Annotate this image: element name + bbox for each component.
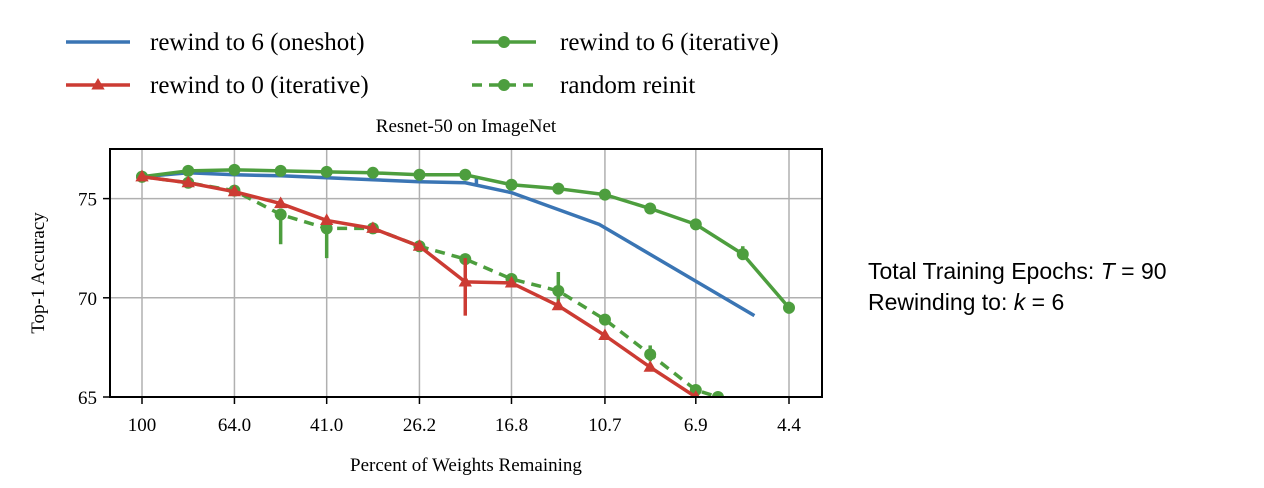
series-layer — [135, 163, 795, 397]
plot-frame — [109, 148, 823, 398]
training-epochs-line: Total Training Epochs: T = 90 — [868, 256, 1167, 287]
data-point — [551, 298, 565, 311]
data-point — [598, 313, 611, 326]
legend-marker — [91, 78, 105, 90]
data-point — [504, 275, 519, 288]
x-tick-label: 100 — [128, 415, 157, 436]
data-point — [274, 196, 288, 209]
data-point — [505, 178, 518, 191]
x-tick-label: 4.4 — [777, 415, 801, 436]
training-epochs-var: T — [1100, 258, 1115, 284]
data-point — [644, 202, 657, 215]
legend-marker — [498, 36, 510, 48]
data-point — [711, 391, 724, 397]
data-point — [459, 168, 472, 181]
legend-label: rewind to 6 (oneshot) — [150, 29, 365, 56]
rewinding-suffix: = 6 — [1025, 289, 1065, 315]
x-axis-ticks: 100 64.0 41.0 26.2 16.8 10.7 6.9 4.4 — [128, 397, 801, 436]
chart-title: Resnet-50 on ImageNet — [376, 116, 557, 137]
training-info: Total Training Epochs: T = 90 Rewinding … — [868, 256, 1167, 318]
x-tick-label: 10.7 — [588, 415, 621, 436]
data-point — [598, 188, 611, 201]
series-rewind-to-0-iterative — [135, 169, 700, 397]
legend-item-rewind-to-6-oneshot: rewind to 6 (oneshot) — [66, 29, 365, 56]
rewinding-var: k — [1013, 289, 1026, 315]
data-point — [320, 165, 333, 178]
y-axis-label: Top-1 Accuracy — [28, 212, 49, 334]
data-point — [552, 284, 565, 297]
data-point — [320, 222, 333, 235]
y-tick-label: 75 — [78, 190, 97, 211]
y-tick-label: 70 — [78, 289, 97, 310]
data-point — [552, 182, 565, 195]
y-axis-ticks: 65 70 75 — [78, 190, 110, 409]
legend: rewind to 6 (oneshot) rewind to 0 (iterat… — [66, 29, 779, 99]
legend-item-rewind-to-0-iterative: rewind to 0 (iterative) — [66, 72, 369, 99]
data-point — [274, 208, 287, 221]
x-tick-label: 64.0 — [218, 415, 251, 436]
series-line — [141, 171, 756, 318]
data-point — [228, 163, 241, 176]
x-axis-label: Percent of Weights Remaining — [350, 455, 582, 476]
data-point — [366, 166, 379, 179]
x-tick-label: 26.2 — [403, 415, 436, 436]
series-rewind-to-6-oneshot — [141, 171, 756, 318]
data-point — [458, 274, 472, 287]
rewinding-line: Rewinding to: k = 6 — [868, 287, 1167, 318]
training-epochs-prefix: Total Training Epochs: — [868, 258, 1101, 284]
data-point — [644, 348, 657, 361]
data-point — [783, 301, 795, 314]
data-point — [643, 360, 657, 372]
data-point — [691, 390, 700, 397]
x-tick-label: 16.8 — [495, 415, 528, 436]
data-point — [135, 169, 149, 182]
y-tick-label: 65 — [78, 388, 97, 409]
legend-item-rewind-to-6-iterative: rewind to 6 (iterative) — [472, 29, 779, 56]
x-tick-label: 6.9 — [684, 415, 708, 436]
data-point — [182, 164, 195, 177]
training-epochs-suffix: = 90 — [1114, 258, 1167, 284]
x-tick-label: 41.0 — [310, 415, 343, 436]
data-point — [412, 239, 427, 251]
plot-area: 100 64.0 41.0 26.2 16.8 10.7 6.9 4.4 65 70 75 — [78, 148, 823, 436]
rewinding-prefix: Rewinding to: — [868, 289, 1014, 315]
legend-marker — [498, 79, 510, 91]
data-point — [366, 221, 380, 233]
legend-label: random reinit — [560, 72, 695, 99]
data-point — [413, 168, 426, 181]
data-point — [736, 248, 749, 261]
data-point — [227, 184, 242, 197]
data-point — [689, 218, 702, 231]
series-rewind-to-6-iterative — [136, 163, 795, 314]
legend-label: rewind to 0 (iterative) — [150, 72, 369, 99]
legend-item-random-reinit: random reinit — [472, 72, 695, 99]
data-point — [320, 213, 334, 225]
legend-label: rewind to 6 (iterative) — [560, 29, 779, 56]
data-point — [181, 175, 195, 188]
data-point — [598, 328, 612, 341]
data-point — [274, 164, 287, 177]
